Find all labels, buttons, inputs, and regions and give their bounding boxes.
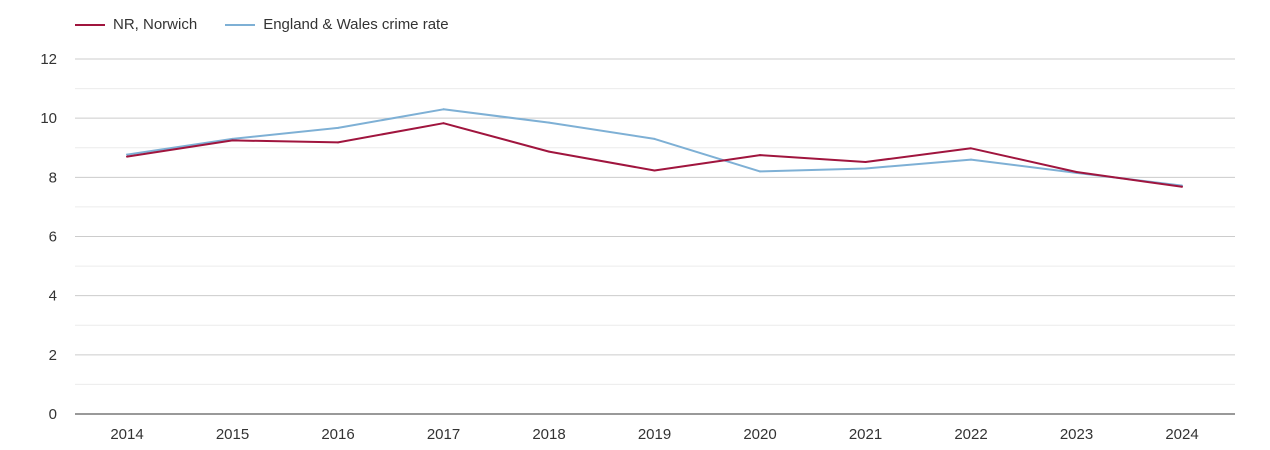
- data-point-norwich: [231, 139, 234, 142]
- data-point-england-wales: [126, 153, 128, 156]
- data-point-england-wales: [864, 167, 867, 170]
- data-point-norwich: [442, 122, 445, 125]
- data-point-england-wales: [337, 126, 339, 129]
- data-point-england-wales: [970, 158, 972, 161]
- x-tick-label: 2017: [427, 426, 460, 443]
- y-tick-label: 4: [49, 288, 57, 305]
- legend-swatch-england-wales: [225, 23, 256, 26]
- y-tick-label: 12: [40, 51, 57, 68]
- x-tick-label: 2019: [638, 426, 671, 443]
- x-tick-label: 2018: [532, 426, 565, 443]
- data-point-england-wales: [442, 108, 445, 111]
- y-tick-label: 10: [40, 110, 57, 127]
- chart-legend: NR, Norwich England & Wales crime rate: [75, 16, 449, 33]
- data-point-norwich: [653, 169, 656, 172]
- data-point-norwich: [1181, 185, 1183, 188]
- data-point-norwich: [1075, 171, 1078, 174]
- x-tick-label: 2022: [954, 426, 987, 443]
- y-tick-label: 0: [49, 406, 57, 423]
- data-point-norwich: [548, 150, 550, 153]
- data-point-norwich: [337, 141, 339, 144]
- x-tick-label: 2016: [321, 426, 354, 443]
- data-point-norwich: [970, 147, 972, 150]
- data-point-england-wales: [548, 121, 550, 124]
- data-point-norwich: [759, 154, 761, 157]
- legend-item-norwich[interactable]: NR, Norwich: [75, 16, 197, 33]
- data-point-norwich: [126, 155, 128, 158]
- x-tick-label: 2024: [1165, 426, 1198, 443]
- x-tick-label: 2021: [849, 426, 882, 443]
- x-tick-label: 2014: [110, 426, 143, 443]
- x-tick-label: 2015: [216, 426, 249, 443]
- data-point-england-wales: [759, 170, 761, 173]
- x-tick-label: 2020: [743, 426, 776, 443]
- legend-label-england-wales: England & Wales crime rate: [263, 16, 449, 33]
- y-tick-label: 6: [49, 229, 57, 246]
- legend-label-norwich: NR, Norwich: [113, 16, 198, 33]
- legend-swatch-norwich: [75, 23, 105, 26]
- data-point-england-wales: [653, 137, 656, 140]
- data-point-norwich: [864, 160, 867, 163]
- legend-item-england-wales[interactable]: England & Wales crime rate: [225, 16, 449, 33]
- y-tick-label: 2: [49, 347, 57, 364]
- x-tick-label: 2023: [1060, 426, 1093, 443]
- y-tick-label: 8: [49, 169, 57, 186]
- data-point-england-wales: [231, 137, 234, 140]
